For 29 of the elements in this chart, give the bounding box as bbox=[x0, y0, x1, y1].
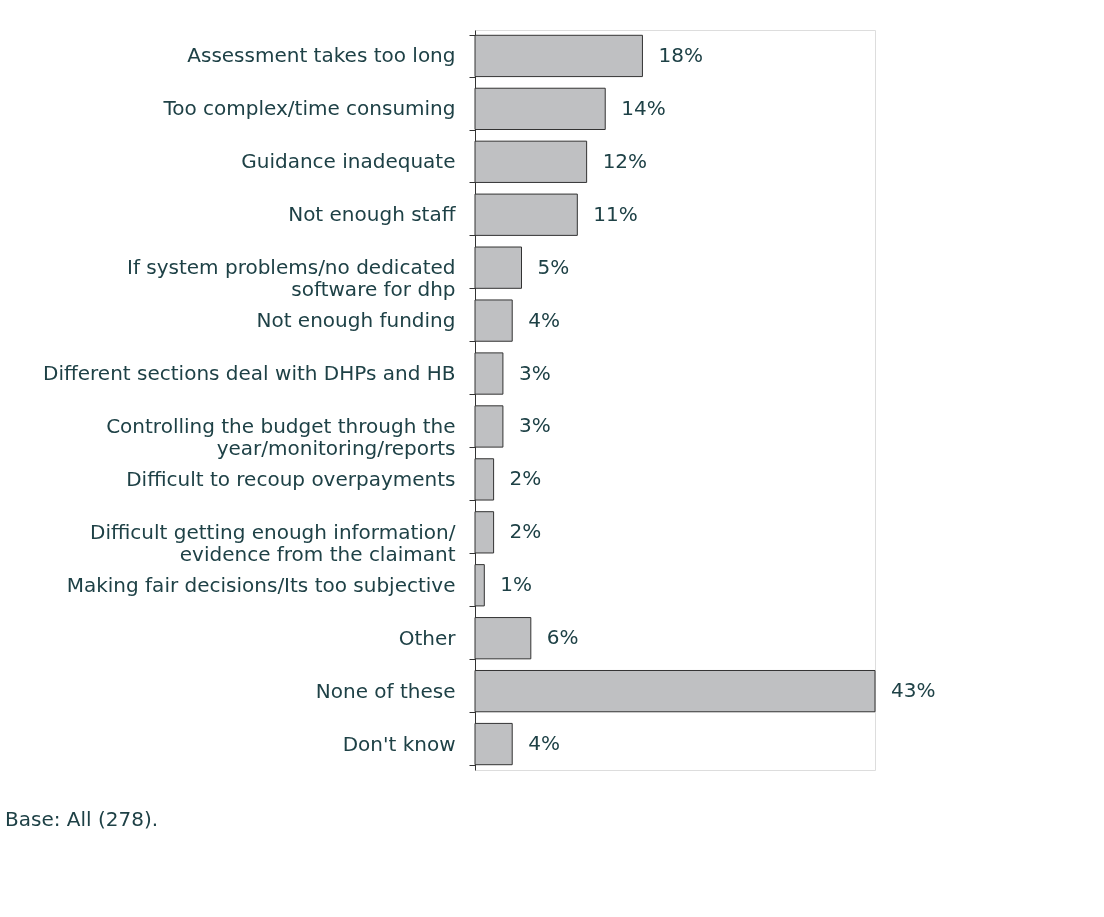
text: Base: All (278). bbox=[5, 807, 159, 831]
y-tick-label: Different sections deal with DHPs and HB bbox=[43, 361, 456, 386]
data-label: 6% bbox=[546, 625, 579, 650]
data-label: 2% bbox=[509, 466, 542, 491]
y-tick-label: Guidance inadequate bbox=[241, 149, 456, 174]
data-label: 4% bbox=[528, 307, 560, 332]
y-tick-label: Not enough staff bbox=[288, 202, 457, 227]
data-label: 14% bbox=[621, 95, 666, 120]
data-label: 2% bbox=[509, 519, 542, 544]
data-label: 3% bbox=[518, 360, 551, 385]
y-tick-label: Assessment takes too long bbox=[187, 43, 456, 68]
y-tick-label: Difficult to recoup overpayments bbox=[126, 466, 456, 491]
y-tick-label: Not enough funding bbox=[256, 308, 456, 333]
data-label: 43% bbox=[891, 678, 936, 703]
data-label: 4% bbox=[528, 731, 560, 756]
y-tick-label: Don't know bbox=[342, 731, 456, 756]
data-label: 3% bbox=[518, 413, 551, 438]
data-label: 12% bbox=[602, 148, 648, 173]
data-label: 18% bbox=[658, 42, 703, 67]
y-tick-label: Too complex/time consuming bbox=[162, 96, 456, 121]
y-tick-label: Difficult getting enough information/ evidence from the claimant bbox=[90, 519, 456, 566]
data-label: 1% bbox=[500, 572, 533, 597]
y-tick-label: Controlling the budget through the year/monitoring/reports bbox=[106, 413, 456, 460]
y-tick-label: Making fair decisions/Its too subjective bbox=[66, 572, 456, 597]
data-label: 5% bbox=[537, 254, 570, 279]
data-label: 11% bbox=[593, 201, 638, 226]
y-tick-label: Other bbox=[398, 625, 457, 650]
y-tick-label: If system problems/no dedicated software for dhp bbox=[127, 255, 456, 302]
y-tick-label: None of these bbox=[315, 678, 456, 703]
